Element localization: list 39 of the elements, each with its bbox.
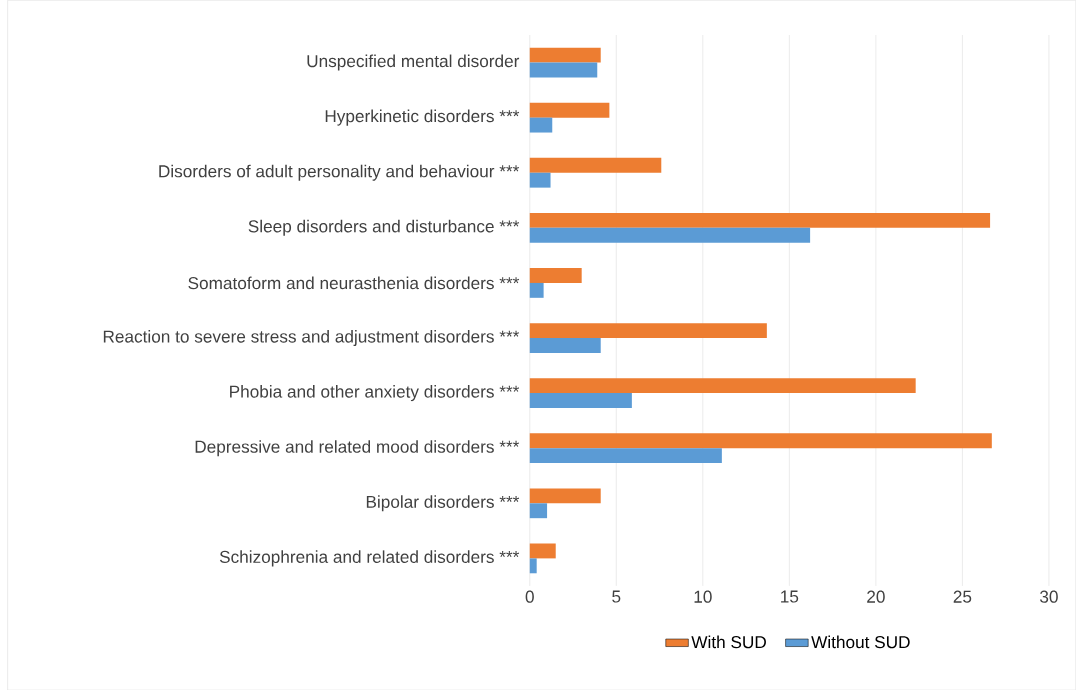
bar	[529, 337, 601, 353]
bar	[529, 503, 548, 518]
y-tick-label: Bipolar disorders ***	[366, 495, 520, 512]
bar	[529, 392, 632, 408]
y-tick-label: Depressive and related mood disorders ***	[195, 439, 520, 457]
y-tick-label: Hyperkinetic disorders ***	[325, 109, 520, 126]
bar	[529, 267, 582, 283]
x-tick-label: 15	[781, 590, 799, 603]
y-tick-label: Schizophrenia and related disorders ***	[219, 550, 520, 567]
bar	[529, 172, 551, 188]
bar	[529, 157, 662, 173]
bar	[529, 62, 598, 78]
bar	[529, 322, 767, 338]
y-tick-label: Reaction to severe stress and adjustment disorders ***	[103, 329, 520, 346]
x-tick-label: 5	[612, 590, 621, 603]
y-tick-label: Disorders of adult personality and behaviour ***	[159, 164, 520, 181]
bar	[529, 102, 610, 118]
bar	[529, 227, 811, 243]
x-tick-label: 30	[1040, 590, 1058, 603]
bar	[529, 117, 553, 133]
x-tick-label: 25	[953, 590, 972, 603]
bar	[529, 282, 544, 298]
legend-label: Without SUD	[811, 635, 910, 648]
x-tick-label: 0	[525, 590, 534, 603]
legend-label: With SUD	[691, 635, 766, 648]
bar	[529, 448, 722, 463]
bar	[529, 212, 991, 228]
y-tick-label: Phobia and other anxiety disorders ***	[230, 384, 520, 401]
x-tick-label: 20	[867, 590, 885, 603]
bar	[529, 433, 992, 448]
bar	[529, 378, 916, 393]
bar	[529, 558, 537, 574]
y-tick-label: Somatoform and neurasthenia disorders ***	[188, 276, 520, 290]
y-tick-label: Sleep disorders and disturbance ***	[248, 219, 520, 236]
bar	[529, 543, 556, 559]
bar	[529, 488, 601, 504]
y-tick-label: Unspecified mental disorder	[307, 54, 520, 71]
x-tick-label: 10	[694, 590, 712, 603]
bar	[529, 47, 601, 63]
